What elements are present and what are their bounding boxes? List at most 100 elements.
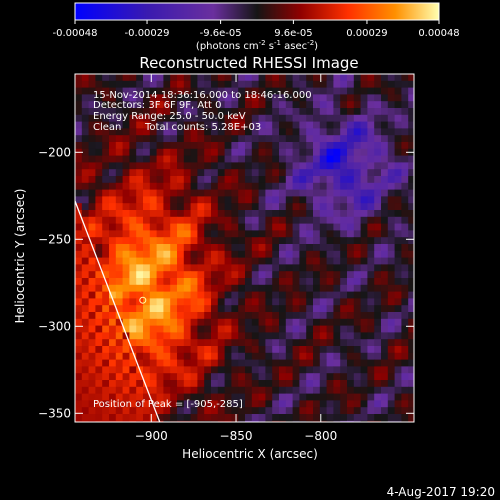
- heatmap-cell: [177, 108, 185, 116]
- heatmap-cell: [129, 271, 137, 279]
- heatmap-cell: [408, 291, 414, 299]
- heatmap-cell: [251, 148, 260, 157]
- heatmap-cell: [143, 318, 151, 327]
- heatmap-cell: [313, 264, 321, 272]
- heatmap-cell: [381, 216, 389, 225]
- heatmap-cell: [238, 250, 246, 259]
- x-tick-label: −850: [220, 429, 253, 443]
- heatmap-cell: [292, 94, 300, 102]
- heatmap-cell: [183, 108, 192, 116]
- heatmap-cell: [306, 128, 314, 136]
- heatmap-cell: [367, 176, 375, 184]
- heatmap-cell: [149, 223, 158, 231]
- heatmap-cell: [231, 94, 239, 102]
- heatmap-cell: [272, 182, 280, 191]
- heatmap-cell: [115, 87, 124, 95]
- heatmap-cell: [177, 176, 185, 184]
- colorbar-ticks: -0.00048 -0.00029 -9.6e-05 9.6e-05 0.00029 0.…: [53, 20, 460, 39]
- heatmap-cell: [265, 291, 273, 299]
- heatmap-cell: [183, 414, 192, 422]
- heatmap-cell: [231, 182, 239, 191]
- heatmap-cell: [177, 380, 185, 388]
- heatmap-cell: [109, 305, 117, 313]
- heatmap-cell: [394, 121, 402, 129]
- heatmap-cell: [251, 176, 260, 184]
- heatmap-cell: [115, 244, 124, 252]
- heatmap-cell: [401, 414, 409, 422]
- heatmap-cell: [394, 332, 402, 340]
- heatmap-cell: [353, 128, 362, 136]
- heatmap-cell: [360, 352, 368, 361]
- x-axis-label: Heliocentric X (arcsec): [182, 447, 318, 461]
- heatmap-cell: [374, 366, 382, 374]
- heatmap-cell: [143, 414, 151, 422]
- heatmap-cell: [156, 114, 164, 123]
- heatmap-cell: [190, 414, 198, 422]
- heatmap-cell: [136, 400, 144, 408]
- heatmap-cell: [231, 176, 239, 184]
- heatmap-cell: [387, 121, 396, 129]
- heatmap-cell: [333, 359, 341, 367]
- heatmap-cell: [231, 135, 239, 143]
- heatmap-cell: [279, 298, 287, 306]
- heatmap-cell: [272, 155, 280, 163]
- heatmap-cell: [333, 142, 341, 150]
- heatmap-cell: [353, 339, 362, 347]
- heatmap-cell: [231, 346, 239, 354]
- heatmap-cell: [367, 80, 375, 89]
- heatmap-cell: [136, 257, 144, 265]
- heatmap-cell: [272, 291, 280, 299]
- heatmap-cell: [197, 196, 205, 204]
- heatmap-cell: [102, 142, 110, 150]
- heatmap-cell: [204, 291, 212, 299]
- heatmap-cell: [313, 244, 321, 252]
- heatmap-cell: [129, 121, 137, 129]
- heatmap-cell: [285, 359, 294, 367]
- heatmap-cell: [211, 128, 219, 136]
- heatmap-cell: [102, 182, 110, 191]
- heatmap-cell: [115, 189, 124, 197]
- heatmap-cell: [313, 291, 321, 299]
- heatmap-cell: [333, 176, 341, 184]
- heatmap-cell: [217, 359, 226, 367]
- heatmap-cell: [258, 325, 266, 333]
- heatmap-cell: [190, 108, 198, 116]
- heatmap-cell: [394, 210, 402, 218]
- heatmap-cell: [381, 135, 389, 143]
- heatmap-cell: [149, 169, 158, 177]
- heatmap-cell: [258, 339, 266, 347]
- heatmap-cell: [115, 359, 124, 367]
- heatmap-cell: [299, 305, 307, 313]
- heatmap-cell: [340, 305, 348, 313]
- heatmap-cell: [149, 101, 158, 109]
- heatmap-cell: [217, 135, 226, 143]
- heatmap-cell: [88, 108, 96, 116]
- heatmap-cell: [313, 284, 321, 293]
- heatmap-cell: [340, 366, 348, 374]
- heatmap-cell: [238, 380, 246, 388]
- heatmap-cell: [265, 121, 273, 129]
- heatmap-cell: [163, 318, 171, 327]
- heatmap-cell: [156, 148, 164, 157]
- heatmap-cell: [217, 284, 226, 293]
- heatmap-cell: [394, 114, 402, 123]
- heatmap-cell: [136, 359, 144, 367]
- heatmap-cell: [190, 250, 198, 259]
- heatmap-cell: [170, 346, 178, 354]
- heatmap-cell: [299, 162, 307, 170]
- heatmap-cell: [347, 101, 355, 109]
- heatmap-cell: [183, 339, 192, 347]
- heatmap-cell: [177, 128, 185, 136]
- heatmap-cell: [292, 393, 300, 401]
- heatmap-cell: [115, 162, 124, 170]
- heatmap-cell: [231, 237, 239, 245]
- heatmap-cell: [319, 420, 328, 422]
- heatmap-cell: [204, 400, 212, 408]
- heatmap-cell: [245, 74, 253, 82]
- heatmap-cell: [340, 176, 348, 184]
- heatmap-cell: [408, 210, 414, 218]
- heatmap-cell: [204, 318, 212, 327]
- heatmap-cell: [285, 393, 294, 401]
- heatmap-cell: [245, 414, 253, 422]
- heatmap-cell: [319, 128, 328, 136]
